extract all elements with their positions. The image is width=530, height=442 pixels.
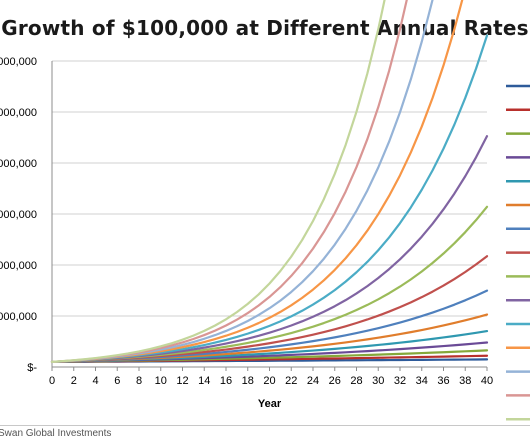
x-tick-label: 8 — [136, 375, 142, 387]
x-tick-label: 40 — [481, 375, 493, 387]
x-tick-label: 2 — [71, 375, 77, 387]
series-line — [50, 34, 489, 363]
x-tick-label: 28 — [350, 375, 362, 387]
y-tick-label: $- — [27, 362, 37, 374]
series-line — [50, 0, 386, 363]
x-tick-label: 38 — [459, 375, 471, 387]
x-tick-label: 16 — [220, 375, 232, 387]
x-tick-label: 14 — [198, 375, 210, 387]
y-tick-label: 000,000 — [0, 158, 37, 170]
x-tick-label: 20 — [263, 375, 275, 387]
y-tick-label: 000,000 — [0, 107, 37, 119]
x-tick-label: 34 — [416, 375, 428, 387]
series-line — [50, 135, 489, 363]
chart-title: Growth of $100,000 at Different Annual R… — [1, 16, 529, 40]
y-tick-label: 000,000 — [0, 311, 37, 323]
x-tick-label: 18 — [242, 375, 254, 387]
x-tick-label: 4 — [92, 375, 98, 387]
source-text: Swan Global Investments — [0, 428, 112, 439]
x-tick-label: 12 — [176, 375, 188, 387]
footer-divider — [0, 425, 530, 426]
x-tick-label: 22 — [285, 375, 297, 387]
y-tick-label: 000,000 — [0, 260, 37, 272]
x-tick-label: 0 — [49, 375, 55, 387]
x-tick-label: 26 — [329, 375, 341, 387]
y-tick-label: 000,000 — [0, 56, 37, 68]
x-tick-label: 6 — [114, 375, 120, 387]
series-line — [50, 0, 434, 363]
x-axis-title: Year — [258, 398, 282, 410]
x-tick-label: 32 — [394, 375, 406, 387]
x-tick-label: 36 — [437, 375, 449, 387]
x-tick-label: 10 — [155, 375, 167, 387]
x-tick-label: 30 — [372, 375, 384, 387]
x-tick-label: 24 — [307, 375, 319, 387]
y-tick-label: 000,000 — [0, 209, 37, 221]
